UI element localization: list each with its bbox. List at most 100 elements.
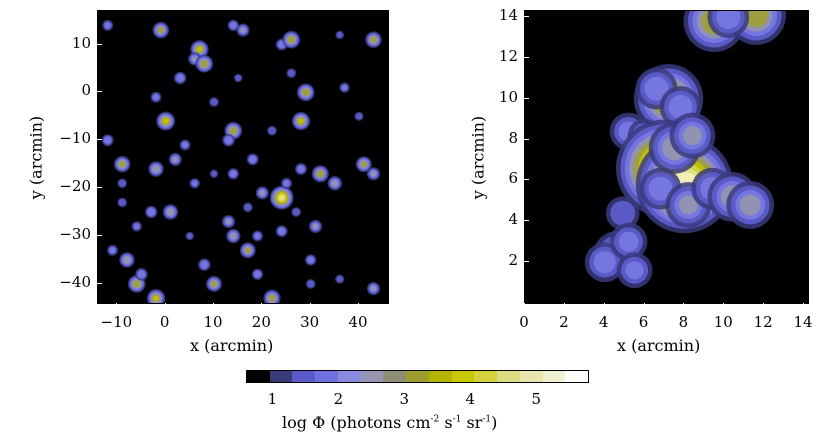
left-source-53-level-3 <box>312 223 319 230</box>
right-y-tick-5: 4 <box>508 210 518 229</box>
right-source-8 <box>669 112 716 159</box>
left-source-24-level-4 <box>119 161 126 168</box>
right-source-13 <box>726 181 775 229</box>
left-source-22-level-1 <box>268 127 276 135</box>
left-source-34 <box>327 176 342 191</box>
right-heatmap-svg <box>584 11 786 289</box>
left-y-tick-mark-2 <box>97 139 102 141</box>
right-x-tick-6: 12 <box>753 313 773 331</box>
right-source-17 <box>609 222 648 261</box>
right-x-axis-title: x (arcmin) <box>617 336 701 355</box>
left-source-14 <box>233 73 243 83</box>
right-y-tick-mark-3 <box>524 138 529 140</box>
left-source-5-level-2 <box>230 22 237 29</box>
left-source-20-level-2 <box>224 136 233 144</box>
left-source-17 <box>339 82 350 93</box>
left-source-23-level-2 <box>104 136 112 144</box>
right-x-tick-4: 8 <box>678 313 689 331</box>
right-y-tick-1: 12 <box>498 46 518 65</box>
left-source-60 <box>305 279 316 289</box>
left-source-6-level-3 <box>240 27 246 33</box>
left-source-28-level-1 <box>211 170 217 177</box>
colorbar-swatch-6 <box>383 371 407 382</box>
left-source-48 <box>291 207 302 217</box>
right-source-18 <box>616 252 653 289</box>
right-x-tick-2: 4 <box>598 313 609 331</box>
left-source-10 <box>335 30 344 40</box>
left-source-0 <box>102 19 114 31</box>
left-x-tick-2: 10 <box>203 313 223 331</box>
left-y-tick-5: −40 <box>59 272 91 291</box>
left-source-26-level-3 <box>172 156 178 163</box>
left-x-tick-4: 30 <box>300 313 320 331</box>
left-source-44 <box>221 215 236 229</box>
left-source-59-level-2 <box>254 271 261 278</box>
left-source-27-level-2 <box>182 142 188 148</box>
colorbar-title: log Φ (photons cm-2 s-1 sr-1) <box>282 413 497 432</box>
left-source-8 <box>282 30 301 49</box>
left-source-4 <box>195 54 214 73</box>
left-source-52 <box>252 230 263 242</box>
colorbar-swatch-14 <box>565 371 589 382</box>
left-x-tick-mark-0 <box>116 303 118 308</box>
left-source-5 <box>227 19 239 32</box>
left-source-54 <box>305 254 317 266</box>
left-source-47 <box>226 228 241 244</box>
colorbar-swatch-1 <box>269 371 293 382</box>
left-source-25 <box>148 161 164 177</box>
right-source-13-level-3 <box>739 194 761 216</box>
left-source-15-level-4 <box>302 88 310 97</box>
left-source-64-level-3 <box>370 285 377 292</box>
right-y-tick-4: 6 <box>508 169 518 188</box>
left-source-31 <box>189 178 200 189</box>
left-source-40-level-2 <box>297 165 305 173</box>
left-source-44-level-3 <box>225 218 232 225</box>
left-source-13 <box>209 97 219 107</box>
left-source-63 <box>263 289 281 303</box>
right-source-1-level-2 <box>644 76 669 101</box>
left-source-12-level-2 <box>153 94 159 101</box>
left-source-58 <box>206 275 222 292</box>
left-source-47-level-3 <box>230 232 237 240</box>
left-source-45 <box>242 202 253 213</box>
left-source-4-level-4 <box>200 60 208 68</box>
left-source-25-level-3 <box>152 165 160 173</box>
colorbar-swatch-4 <box>337 371 361 382</box>
colorbar-swatch-0 <box>247 371 270 382</box>
colorbar-tick-0: 1 <box>267 390 278 408</box>
left-source-64 <box>366 282 381 296</box>
left-source-8-level-4 <box>287 36 295 44</box>
left-source-32-level-2 <box>230 170 237 177</box>
left-source-15 <box>296 83 315 102</box>
left-source-22 <box>267 125 277 136</box>
left-source-53 <box>308 219 323 233</box>
left-y-tick-2: −10 <box>59 129 91 148</box>
left-source-13-level-1 <box>210 98 218 106</box>
left-source-3-level-3 <box>192 56 198 62</box>
left-source-46 <box>275 225 288 238</box>
left-source-34-level-3 <box>331 180 339 187</box>
right-x-tick-5: 10 <box>713 313 733 331</box>
left-y-tick-3: −20 <box>59 177 91 196</box>
left-source-43-level-1 <box>118 198 126 207</box>
left-x-tick-mark-5 <box>358 303 359 308</box>
right-source-2-level-2 <box>668 95 693 119</box>
colorbar-title-exp3: -1 <box>482 414 492 425</box>
right-y-tick-0: 14 <box>498 6 518 25</box>
left-source-31-level-2 <box>192 180 198 186</box>
left-x-tick-mark-3 <box>261 303 263 308</box>
left-source-50-level-2 <box>200 261 208 269</box>
left-source-30-level-1 <box>118 179 126 187</box>
left-source-39-level-2 <box>283 180 290 187</box>
right-source-10-level-3 <box>678 195 698 215</box>
left-source-16 <box>286 68 297 79</box>
left-y-tick-mark-3 <box>97 187 102 189</box>
colorbar-swatch-13 <box>542 371 566 382</box>
left-source-9-level-4 <box>370 36 377 43</box>
colorbar-swatch-8 <box>428 371 452 382</box>
colorbar-swatch-9 <box>451 371 475 382</box>
left-x-tick-mark-1 <box>164 303 166 308</box>
left-source-37-level-7 <box>278 194 285 201</box>
right-source-16-level-2 <box>593 251 616 274</box>
right-x-tick-mark-6 <box>763 303 765 308</box>
